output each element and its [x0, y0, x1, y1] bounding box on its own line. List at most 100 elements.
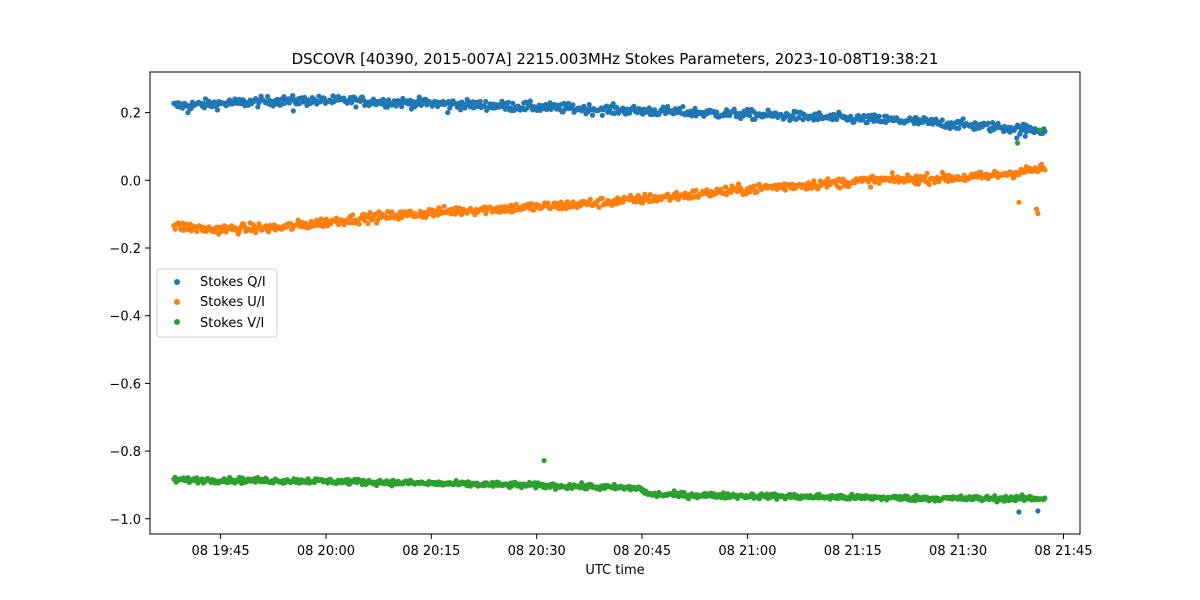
data-point: [610, 101, 616, 107]
data-point: [458, 107, 464, 113]
data-point: [736, 181, 742, 187]
data-point: [837, 185, 843, 191]
x-tick-label: 08 21:15: [824, 544, 882, 559]
y-tick-label: −0.2: [109, 242, 141, 257]
data-point: [565, 100, 572, 106]
data-point: [811, 178, 817, 184]
data-point: [915, 181, 922, 187]
data-point: [722, 184, 729, 190]
data-point: [924, 170, 930, 176]
data-point: [939, 117, 946, 123]
legend-label-u: Stokes U/I: [200, 295, 265, 310]
data-point: [1042, 128, 1048, 135]
y-tick-label: −0.8: [109, 445, 141, 460]
data-point: [599, 112, 605, 118]
data-point: [295, 217, 301, 223]
legend-label-v: Stokes V/I: [200, 316, 264, 331]
data-point: [620, 105, 626, 111]
legend-marker-u: [174, 299, 180, 305]
data-point: [513, 201, 519, 207]
data-point: [746, 112, 753, 119]
data-point: [704, 187, 710, 193]
y-axis: 0.2 0.0 −0.2 −0.4 −0.6 −0.8 −1.0: [109, 107, 150, 528]
data-point: [1016, 199, 1022, 205]
data-point: [922, 174, 928, 180]
data-point: [647, 191, 653, 198]
data-point: [483, 98, 489, 105]
data-point: [751, 183, 757, 189]
x-tick-label: 08 21:30: [929, 544, 987, 559]
data-point: [570, 102, 576, 108]
data-point: [596, 204, 602, 210]
data-point: [1033, 206, 1040, 212]
y-tick-label: −0.4: [109, 310, 141, 325]
data-point: [642, 191, 648, 197]
legend-marker-q: [174, 279, 180, 285]
data-point: [399, 104, 405, 110]
series-1-points: [171, 93, 1048, 141]
data-point: [586, 102, 592, 108]
x-tick-label: 08 21:45: [1034, 544, 1092, 559]
data-point: [631, 103, 637, 109]
data-point: [545, 200, 551, 206]
data-point: [754, 189, 760, 195]
data-point: [1014, 140, 1021, 146]
series-3-points: [171, 127, 1048, 505]
data-point: [613, 104, 620, 110]
data-point: [250, 222, 257, 228]
data-point: [589, 112, 596, 118]
data-point: [266, 229, 272, 235]
data-point: [1014, 135, 1020, 141]
data-point: [782, 187, 789, 193]
data-point: [510, 100, 516, 106]
data-point: [265, 93, 271, 100]
data-point: [1037, 127, 1043, 133]
data-point: [1035, 508, 1041, 514]
data-point: [185, 110, 191, 116]
data-point: [889, 170, 895, 176]
data-point: [985, 120, 991, 126]
data-point: [804, 186, 810, 192]
data-point: [477, 98, 483, 104]
plot-frame: [149, 71, 1081, 535]
data-point: [214, 107, 221, 113]
data-point: [756, 496, 762, 502]
y-tick-label: −0.6: [109, 377, 141, 392]
data-point: [505, 99, 512, 105]
data-point: [281, 94, 287, 100]
x-tick-label: 08 20:30: [508, 544, 566, 559]
data-point: [714, 109, 720, 115]
data-point: [579, 480, 585, 486]
data-point: [960, 116, 966, 122]
data-point: [180, 105, 186, 111]
data-point: [867, 184, 874, 190]
data-point: [290, 108, 296, 114]
data-point: [1039, 161, 1045, 167]
data-point: [587, 196, 593, 202]
data-point: [318, 216, 324, 222]
y-tick-label: −1.0: [109, 513, 141, 528]
y-tick-label: 0.0: [120, 174, 141, 189]
data-point: [445, 110, 451, 116]
data-point: [524, 105, 530, 111]
data-point: [1022, 133, 1028, 139]
data-point: [547, 100, 553, 106]
data-point: [416, 94, 422, 100]
data-point: [876, 113, 882, 119]
data-point: [693, 187, 699, 193]
data-point: [441, 203, 447, 209]
data-point: [387, 215, 393, 221]
data-point: [253, 230, 259, 236]
series-2-points: [171, 161, 1048, 237]
data-point: [633, 199, 639, 205]
data-point: [335, 222, 342, 228]
legend-label-q: Stokes Q/I: [200, 275, 266, 290]
data-point: [558, 199, 564, 205]
x-tick-label: 08 20:45: [613, 544, 671, 559]
data-point: [365, 221, 371, 227]
x-tick-label: 08 20:15: [402, 544, 460, 559]
data-point: [1042, 495, 1048, 501]
data-point: [1032, 128, 1038, 134]
data-point: [389, 483, 395, 489]
